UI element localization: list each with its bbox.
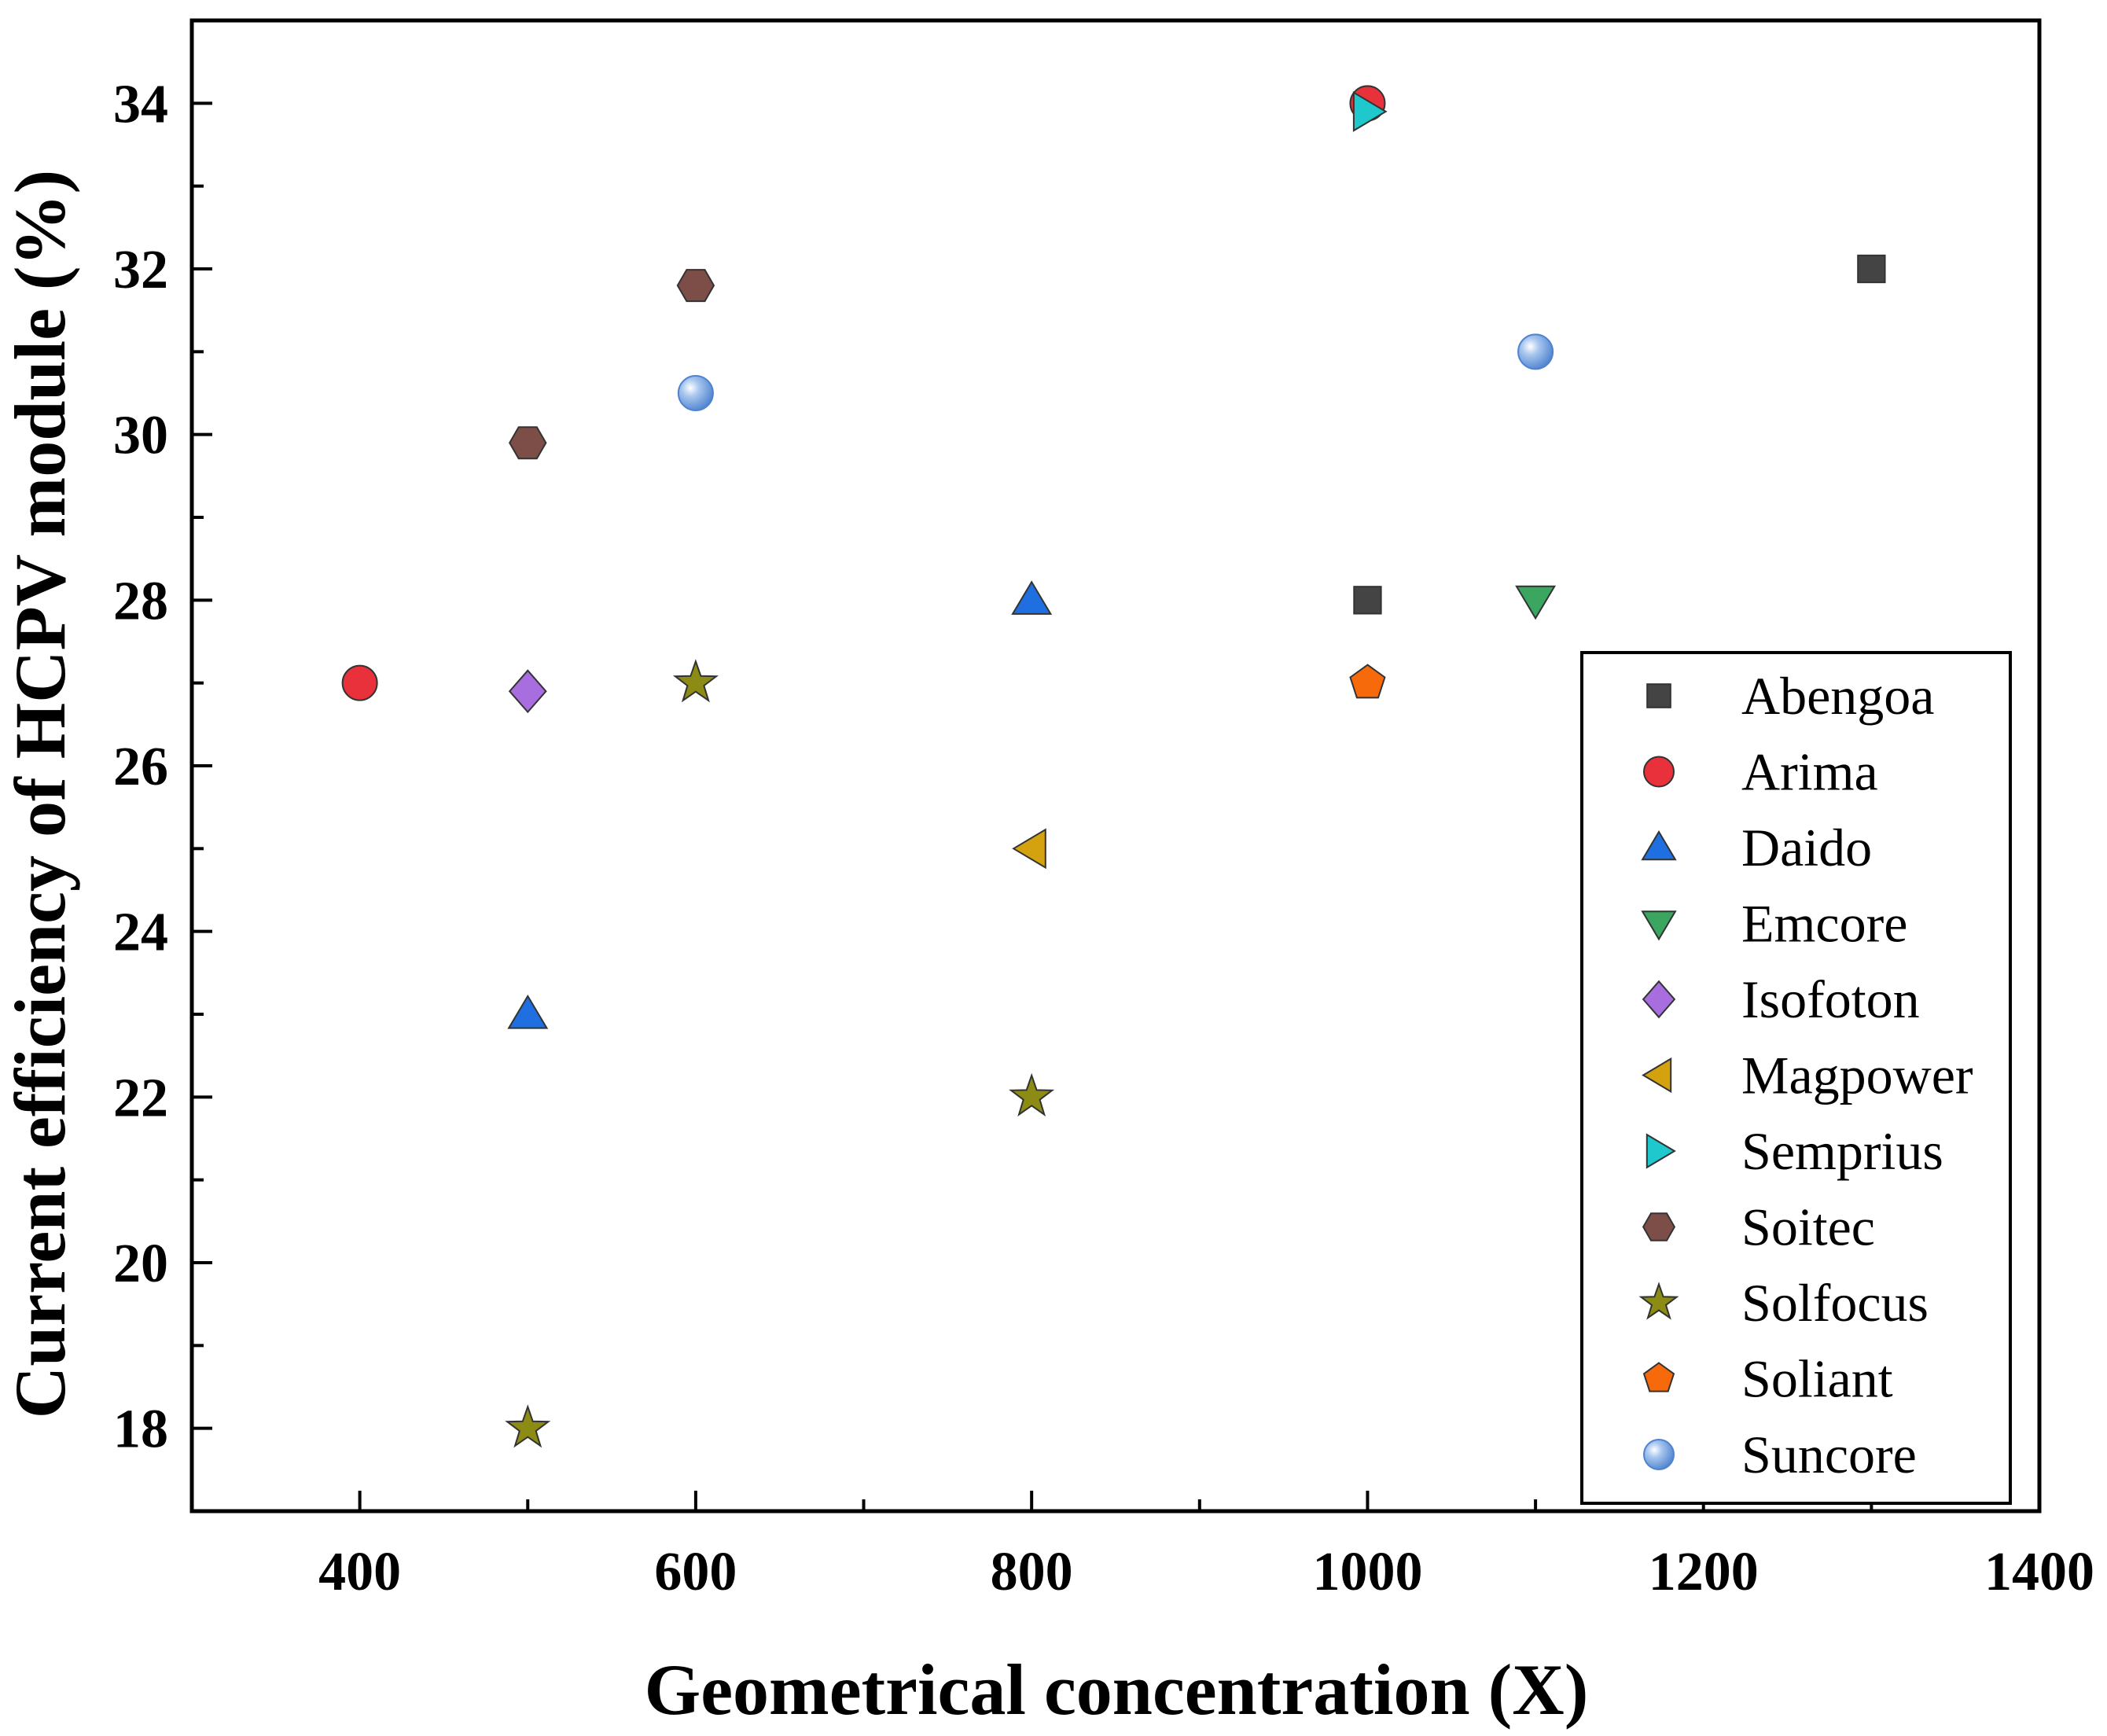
legend-label-daido: Daido <box>1741 818 1872 877</box>
legend-label-soliant: Soliant <box>1741 1349 1893 1409</box>
y-tick-label: 28 <box>113 571 168 631</box>
legend-marker-daido <box>1641 830 1677 861</box>
y-axis-title: Current efficiency of HCPV module (%) <box>0 170 80 1418</box>
legend-label-solfocus: Solfocus <box>1741 1273 1929 1333</box>
point-daido <box>507 994 549 1029</box>
point-abengoa <box>1353 586 1382 615</box>
point-soliant <box>1349 664 1386 699</box>
x-axis-title: Geometrical concentration (X) <box>645 1650 1589 1730</box>
legend-marker-isofoton <box>1642 980 1676 1019</box>
x-tick-label: 600 <box>654 1542 737 1602</box>
x-tick-label: 400 <box>318 1542 401 1602</box>
point-emcore <box>1515 585 1557 620</box>
y-tick-label: 26 <box>113 737 168 797</box>
legend-marker-soliant <box>1642 1362 1675 1392</box>
point-arima <box>341 664 378 701</box>
point-solfocus <box>1009 1072 1055 1117</box>
legend-marker-suncore <box>1643 1439 1675 1470</box>
legend-label-emcore: Emcore <box>1741 894 1907 954</box>
legend-marker-solfocus <box>1638 1282 1679 1320</box>
legend-marker-soitec <box>1642 1212 1676 1241</box>
y-tick-label: 20 <box>113 1234 168 1294</box>
point-semprius <box>1352 90 1388 132</box>
legend-label-arima: Arima <box>1741 742 1878 802</box>
legend-label-abengoa: Abengoa <box>1741 666 1934 726</box>
x-tick-label: 1200 <box>1649 1542 1759 1602</box>
x-tick-label: 800 <box>991 1542 1073 1602</box>
y-tick-label: 22 <box>113 1068 168 1128</box>
legend-label-soitec: Soitec <box>1741 1197 1875 1257</box>
legend: Abengoa Arima Daido Emcore Isofoton Magpower S… <box>1580 651 2012 1505</box>
legend-marker-emcore <box>1641 910 1677 941</box>
point-soitec <box>676 269 715 303</box>
legend-marker-arima <box>1643 756 1675 788</box>
point-soitec <box>509 426 547 460</box>
legend-marker-semprius <box>1646 1133 1676 1169</box>
legend-marker-abengoa <box>1646 683 1671 708</box>
point-daido <box>1011 580 1053 615</box>
data-points <box>341 85 1886 1448</box>
legend-label-semprius: Semprius <box>1741 1121 1943 1181</box>
y-tick-label: 32 <box>113 240 168 300</box>
legend-label-magpower: Magpower <box>1741 1046 1973 1105</box>
legend-label-suncore: Suncore <box>1741 1425 1917 1484</box>
y-tick-label: 30 <box>113 406 168 466</box>
x-tick-label: 1000 <box>1312 1542 1422 1602</box>
point-solfocus <box>505 1404 551 1448</box>
axes: 400 600 800 1000 1200 1400 18 20 22 24 26 28 30 32 34 <box>113 18 2094 1602</box>
y-tick-label: 24 <box>113 903 168 963</box>
point-magpower <box>1012 828 1046 870</box>
point-suncore <box>1517 333 1554 370</box>
y-tick-label: 34 <box>113 74 168 134</box>
x-tick-label: 1400 <box>1984 1542 2094 1602</box>
legend-label-isofoton: Isofoton <box>1741 969 1920 1029</box>
point-isofoton <box>508 669 547 714</box>
point-abengoa <box>1857 254 1886 284</box>
y-tick-label: 18 <box>113 1399 168 1460</box>
legend-marker-magpower <box>1642 1057 1672 1094</box>
point-solfocus <box>672 659 719 703</box>
point-suncore <box>677 375 714 411</box>
